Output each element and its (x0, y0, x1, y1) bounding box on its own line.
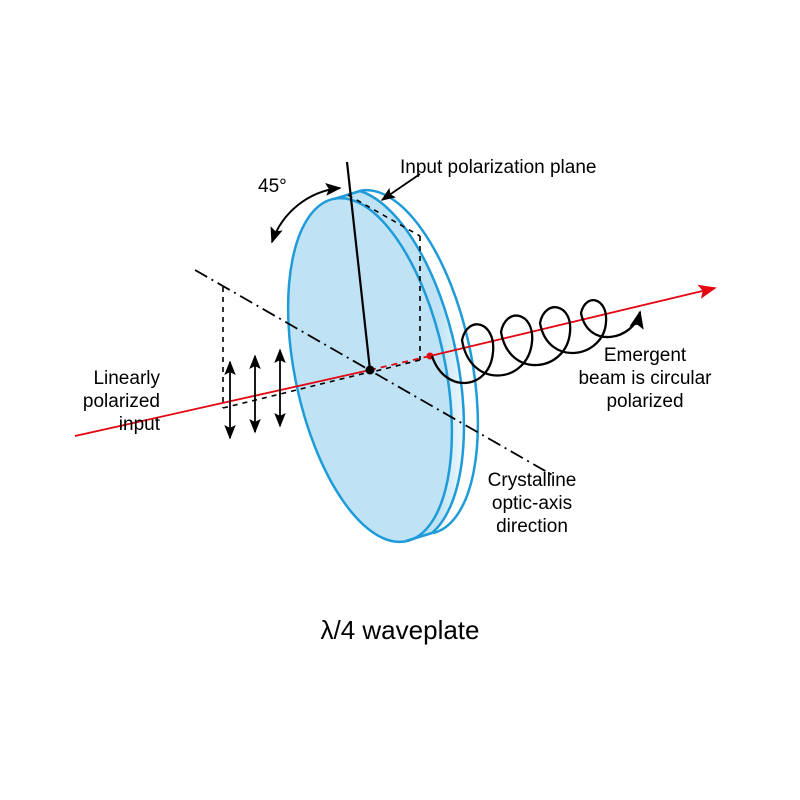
input-plane-label: Input polarization plane (400, 157, 660, 180)
linear-input-label: Linearly polarized input (70, 368, 160, 436)
emergent-label: Emergent beam is circular polarized (560, 345, 730, 413)
linear-polarization-arrows (230, 350, 280, 438)
optic-axis-label: Crystalline optic-axis direction (472, 470, 592, 538)
diagram-title: λ/4 waveplate (0, 615, 800, 646)
angle-label: 45° (258, 176, 287, 199)
